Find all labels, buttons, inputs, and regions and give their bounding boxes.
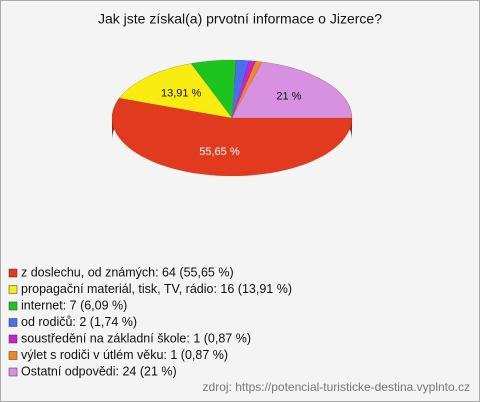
source: zdroj: https://potencial-turisticke-dest… [203, 380, 470, 394]
legend-swatch [8, 367, 18, 377]
value-label: 55,65 % [199, 146, 240, 158]
slice [231, 59, 250, 119]
legend-swatch [8, 334, 18, 344]
legend-label: internet: 7 (6,09 %) [21, 298, 127, 312]
legend-label: propagační materiál, tisk, TV, rádio: 16… [21, 282, 292, 296]
legend-swatch [8, 351, 18, 360]
legend-swatch [8, 318, 18, 327]
legend-label: výlet s rodiči v útlém věku: 1 (0,87 %) [21, 348, 228, 362]
legend-label: Ostatní odpovědi: 24 (21 %) [21, 364, 177, 378]
legend-swatch [8, 285, 18, 294]
value-label: 13,91 % [161, 87, 202, 99]
slice [231, 61, 353, 119]
slice [190, 59, 237, 119]
value-label: 21 % [276, 91, 301, 103]
pie: 55,65 % 13,91 % 21 % [111, 59, 353, 177]
legend-label: z doslechu, od známých: 64 (55,65 %) [21, 265, 234, 279]
slice [231, 60, 257, 119]
chart-title: Jak jste získal(a) prvotní informace o J… [98, 11, 382, 27]
slice [111, 97, 353, 177]
slice [118, 63, 233, 119]
legend-swatch [8, 301, 18, 311]
legend-label: soustředění na základní škole: 1 (0,87 %… [21, 331, 251, 345]
legend-label: od rodičů: 2 (1,74 %) [21, 315, 137, 329]
legend: z doslechu, od známých: 64 (55,65 %) prop… [8, 265, 292, 378]
slice [231, 60, 263, 119]
legend-swatch [8, 268, 18, 278]
